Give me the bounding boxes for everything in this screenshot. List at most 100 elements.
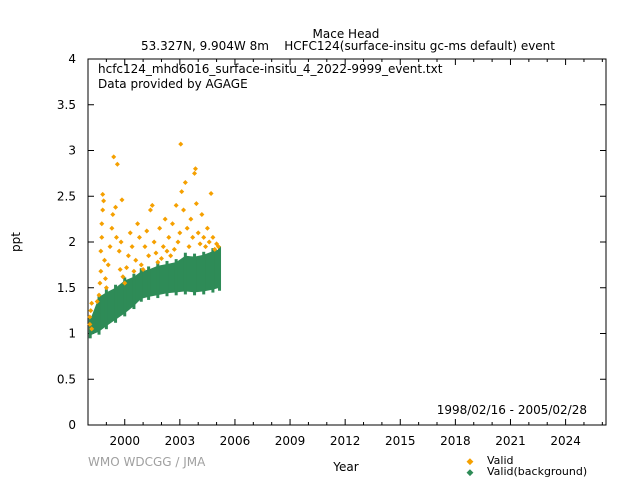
x-tick-label: 2009: [275, 434, 306, 448]
y-tick-label: 4: [68, 52, 76, 66]
y-tick-label: 2.5: [57, 189, 76, 203]
valid-point: [140, 266, 146, 272]
x-tick-label: 2024: [550, 434, 581, 448]
valid-point: [195, 230, 201, 236]
y-tick-label: 2: [68, 235, 76, 249]
annotation-filename: hcfc124_mhd6016_surface-insitu_4_2022-99…: [98, 62, 443, 76]
valid-point: [179, 189, 185, 195]
valid-point: [160, 244, 166, 250]
annotation-provider: Data provided by AGAGE: [98, 77, 248, 91]
valid-point: [99, 234, 105, 240]
valid-point: [201, 234, 207, 240]
valid-point: [144, 228, 150, 234]
valid-point: [111, 154, 117, 160]
valid-point: [193, 201, 199, 207]
valid-point: [215, 244, 221, 250]
x-tick-label: 2018: [440, 434, 471, 448]
valid-point: [105, 262, 111, 268]
valid-point: [120, 274, 126, 280]
valid-point: [88, 308, 94, 314]
valid-point: [116, 248, 122, 254]
x-axis: 2000 2003 2006 2009 2012 2015 2018 2021 2024: [105, 59, 603, 448]
valid-point: [98, 248, 104, 254]
valid-point: [169, 221, 175, 227]
date-range: 1998/02/16 - 2005/02/28: [437, 403, 587, 417]
valid-point: [129, 244, 135, 250]
x-tick-label: 2015: [385, 434, 416, 448]
valid-point: [96, 292, 102, 298]
background-band: [90, 249, 220, 336]
valid-point: [113, 204, 119, 210]
series-valid-background: [88, 246, 222, 339]
valid-point: [199, 212, 205, 218]
valid-point: [99, 221, 105, 227]
plot-frame: [87, 58, 607, 426]
valid-point: [192, 170, 198, 176]
x-tick-label: 2021: [495, 434, 526, 448]
legend: ◆ Valid ◆ Valid(background): [467, 454, 588, 478]
valid-point: [100, 191, 106, 197]
valid-point: [113, 234, 119, 240]
legend-marker-background: ◆: [467, 468, 474, 478]
valid-point: [171, 246, 177, 252]
chart-title: Mace Head: [313, 27, 380, 41]
valid-point: [125, 253, 131, 259]
chart-subtitle: 53.327N, 9.904W 8m HCFC124(surface-insit…: [141, 39, 555, 53]
valid-point: [110, 212, 116, 218]
valid-point: [131, 268, 137, 274]
x-tick-label: 2006: [220, 434, 251, 448]
valid-point: [127, 230, 133, 236]
y-tick-label: 1.5: [57, 281, 76, 295]
valid-point: [94, 298, 100, 304]
valid-point: [133, 257, 139, 263]
valid-point: [182, 180, 188, 186]
valid-point: [142, 244, 148, 250]
valid-point: [197, 241, 203, 247]
valid-point: [151, 239, 157, 245]
valid-point: [87, 314, 93, 320]
valid-point: [146, 253, 152, 259]
valid-point: [178, 141, 184, 147]
valid-point: [117, 266, 123, 272]
valid-point: [190, 234, 196, 240]
valid-point: [186, 244, 192, 250]
valid-point: [103, 285, 109, 291]
valid-point: [97, 280, 103, 286]
valid-point: [188, 216, 194, 222]
valid-point: [203, 244, 209, 250]
valid-point: [173, 202, 179, 208]
valid-point: [138, 262, 144, 268]
valid-point: [157, 225, 163, 231]
valid-point: [210, 234, 216, 240]
valid-point: [102, 276, 108, 282]
y-axis: 0 0.5 1 1.5 2 2.5 3 3.5 4: [57, 52, 606, 432]
y-tick-label: 1: [68, 327, 76, 341]
valid-point: [87, 321, 93, 327]
valid-point: [192, 166, 198, 172]
valid-point: [162, 216, 168, 222]
valid-point: [153, 250, 159, 256]
legend-marker-valid: ◆: [467, 457, 474, 467]
x-tick-label: 2000: [109, 434, 140, 448]
valid-point: [118, 239, 124, 245]
valid-point: [119, 197, 125, 203]
valid-point: [89, 300, 95, 306]
y-tick-label: 3: [68, 144, 76, 158]
legend-label-valid: Valid: [487, 454, 514, 467]
valid-point: [175, 239, 181, 245]
valid-point: [158, 255, 164, 261]
y-axis-label: ppt: [9, 232, 23, 252]
valid-point: [102, 257, 108, 263]
valid-point: [166, 234, 172, 240]
valid-point: [114, 161, 120, 167]
valid-point: [212, 246, 218, 252]
valid-point: [208, 191, 214, 197]
valid-point: [98, 268, 104, 274]
valid-point: [181, 207, 187, 213]
valid-point: [124, 265, 130, 271]
y-tick-label: 0.5: [57, 372, 76, 386]
y-tick-label: 3.5: [57, 98, 76, 112]
valid-point: [100, 207, 106, 213]
valid-point: [149, 202, 155, 208]
